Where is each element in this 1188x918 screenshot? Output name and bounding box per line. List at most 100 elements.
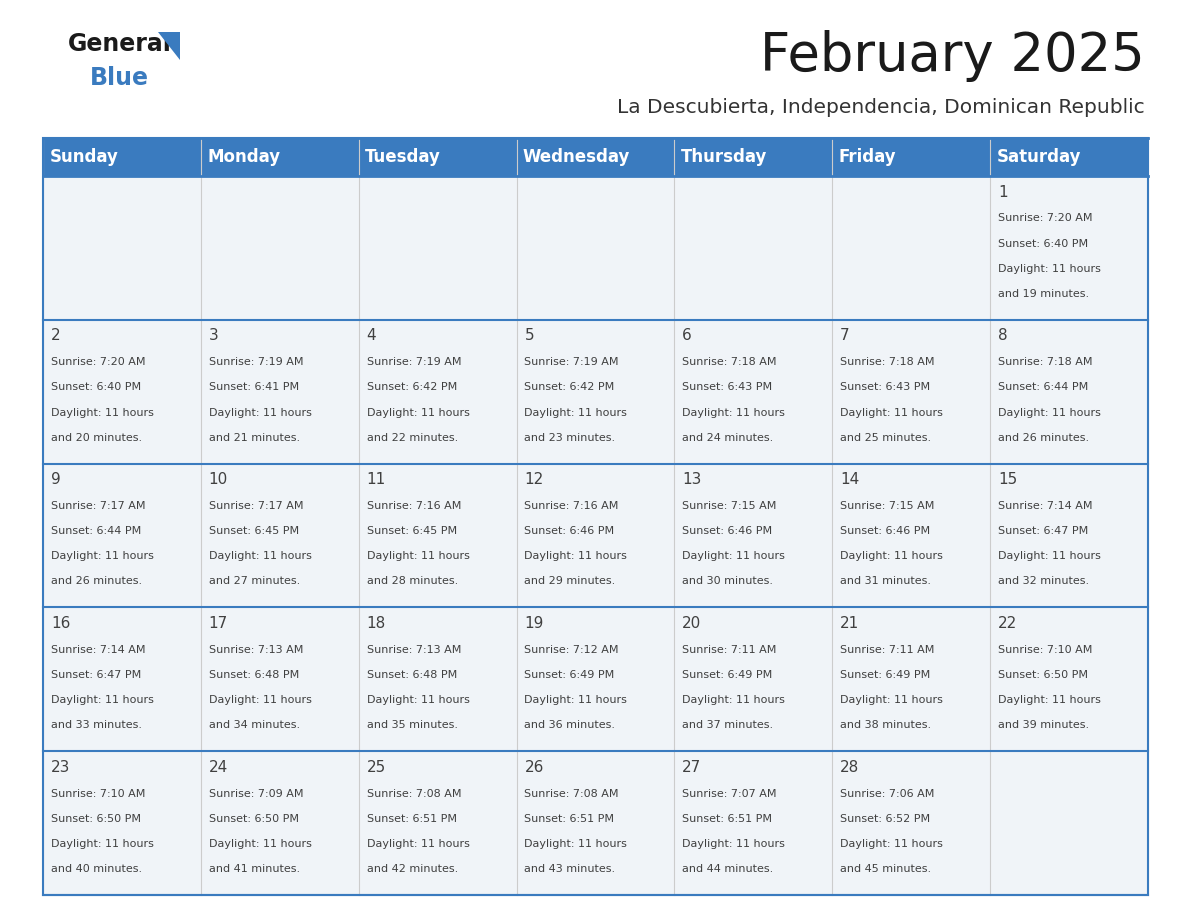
- Text: Daylight: 11 hours: Daylight: 11 hours: [367, 695, 469, 705]
- Text: Sunrise: 7:09 AM: Sunrise: 7:09 AM: [209, 789, 303, 799]
- Bar: [43, 319, 201, 464]
- Text: Sunrise: 7:17 AM: Sunrise: 7:17 AM: [209, 501, 303, 511]
- Text: and 26 minutes.: and 26 minutes.: [51, 577, 143, 587]
- Text: Sunset: 6:50 PM: Sunset: 6:50 PM: [998, 670, 1088, 680]
- Bar: [517, 464, 675, 608]
- Bar: [517, 751, 675, 895]
- Text: Sunset: 6:47 PM: Sunset: 6:47 PM: [998, 526, 1088, 536]
- Text: Sunset: 6:48 PM: Sunset: 6:48 PM: [367, 670, 457, 680]
- Text: and 24 minutes.: and 24 minutes.: [682, 432, 773, 442]
- Text: Daylight: 11 hours: Daylight: 11 hours: [682, 695, 785, 705]
- Text: 16: 16: [51, 616, 70, 631]
- Text: 5: 5: [524, 329, 535, 343]
- Text: Sunrise: 7:16 AM: Sunrise: 7:16 AM: [367, 501, 461, 511]
- Text: 8: 8: [998, 329, 1007, 343]
- Bar: [675, 176, 833, 319]
- Text: 11: 11: [367, 472, 386, 487]
- Bar: [359, 319, 517, 464]
- Bar: [675, 319, 833, 464]
- Text: 10: 10: [209, 472, 228, 487]
- Bar: [833, 176, 990, 319]
- Text: and 26 minutes.: and 26 minutes.: [998, 432, 1089, 442]
- Text: Daylight: 11 hours: Daylight: 11 hours: [209, 695, 311, 705]
- Text: 14: 14: [840, 472, 859, 487]
- Text: Sunset: 6:49 PM: Sunset: 6:49 PM: [840, 670, 930, 680]
- Text: Sunrise: 7:13 AM: Sunrise: 7:13 AM: [367, 644, 461, 655]
- Text: Sunrise: 7:12 AM: Sunrise: 7:12 AM: [524, 644, 619, 655]
- Text: Sunrise: 7:13 AM: Sunrise: 7:13 AM: [209, 644, 303, 655]
- Text: Sunset: 6:42 PM: Sunset: 6:42 PM: [367, 383, 457, 392]
- Text: 12: 12: [524, 472, 544, 487]
- Text: and 30 minutes.: and 30 minutes.: [682, 577, 773, 587]
- Text: 17: 17: [209, 616, 228, 631]
- Text: and 45 minutes.: and 45 minutes.: [840, 864, 931, 874]
- Text: Sunset: 6:51 PM: Sunset: 6:51 PM: [367, 813, 456, 823]
- Text: Daylight: 11 hours: Daylight: 11 hours: [998, 695, 1101, 705]
- Text: Daylight: 11 hours: Daylight: 11 hours: [998, 263, 1101, 274]
- Text: Sunrise: 7:19 AM: Sunrise: 7:19 AM: [209, 357, 303, 367]
- Bar: [990, 319, 1148, 464]
- Text: Daylight: 11 hours: Daylight: 11 hours: [998, 408, 1101, 418]
- Text: Sunrise: 7:18 AM: Sunrise: 7:18 AM: [840, 357, 935, 367]
- Text: Daylight: 11 hours: Daylight: 11 hours: [51, 839, 153, 849]
- Text: Daylight: 11 hours: Daylight: 11 hours: [524, 839, 627, 849]
- Bar: [201, 464, 359, 608]
- Text: 4: 4: [367, 329, 377, 343]
- Text: 7: 7: [840, 329, 849, 343]
- Bar: [43, 464, 201, 608]
- Text: and 23 minutes.: and 23 minutes.: [524, 432, 615, 442]
- Bar: [359, 608, 517, 751]
- Text: Sunset: 6:42 PM: Sunset: 6:42 PM: [524, 383, 614, 392]
- Text: Sunset: 6:41 PM: Sunset: 6:41 PM: [209, 383, 299, 392]
- Bar: [43, 176, 201, 319]
- Text: Sunset: 6:40 PM: Sunset: 6:40 PM: [51, 383, 141, 392]
- Text: Daylight: 11 hours: Daylight: 11 hours: [524, 695, 627, 705]
- Text: Sunset: 6:49 PM: Sunset: 6:49 PM: [524, 670, 614, 680]
- Text: Daylight: 11 hours: Daylight: 11 hours: [840, 408, 943, 418]
- Bar: [201, 751, 359, 895]
- Text: Sunrise: 7:10 AM: Sunrise: 7:10 AM: [998, 644, 1093, 655]
- Text: 20: 20: [682, 616, 702, 631]
- Text: Daylight: 11 hours: Daylight: 11 hours: [682, 408, 785, 418]
- Bar: [517, 176, 675, 319]
- Text: Sunrise: 7:15 AM: Sunrise: 7:15 AM: [682, 501, 777, 511]
- Text: and 39 minutes.: and 39 minutes.: [998, 721, 1089, 731]
- Text: and 20 minutes.: and 20 minutes.: [51, 432, 143, 442]
- Text: 21: 21: [840, 616, 859, 631]
- Text: and 41 minutes.: and 41 minutes.: [209, 864, 299, 874]
- Text: Daylight: 11 hours: Daylight: 11 hours: [682, 839, 785, 849]
- Text: and 27 minutes.: and 27 minutes.: [209, 577, 301, 587]
- Bar: [990, 751, 1148, 895]
- Text: Sunrise: 7:07 AM: Sunrise: 7:07 AM: [682, 789, 777, 799]
- Text: Tuesday: Tuesday: [365, 148, 441, 166]
- Text: February 2025: February 2025: [760, 30, 1145, 82]
- Text: Sunset: 6:45 PM: Sunset: 6:45 PM: [367, 526, 456, 536]
- Text: 15: 15: [998, 472, 1017, 487]
- Text: and 32 minutes.: and 32 minutes.: [998, 577, 1089, 587]
- Bar: [43, 608, 201, 751]
- Text: Sunset: 6:44 PM: Sunset: 6:44 PM: [998, 383, 1088, 392]
- Text: 23: 23: [51, 760, 70, 775]
- Text: Sunrise: 7:14 AM: Sunrise: 7:14 AM: [998, 501, 1093, 511]
- Text: Sunrise: 7:06 AM: Sunrise: 7:06 AM: [840, 789, 935, 799]
- Text: Sunset: 6:44 PM: Sunset: 6:44 PM: [51, 526, 141, 536]
- Text: Sunrise: 7:18 AM: Sunrise: 7:18 AM: [682, 357, 777, 367]
- Text: Sunrise: 7:11 AM: Sunrise: 7:11 AM: [840, 644, 935, 655]
- Text: 9: 9: [51, 472, 61, 487]
- Text: Daylight: 11 hours: Daylight: 11 hours: [51, 695, 153, 705]
- Text: 18: 18: [367, 616, 386, 631]
- Bar: [201, 176, 359, 319]
- Text: and 28 minutes.: and 28 minutes.: [367, 577, 457, 587]
- Text: Sunrise: 7:20 AM: Sunrise: 7:20 AM: [51, 357, 145, 367]
- Text: and 29 minutes.: and 29 minutes.: [524, 577, 615, 587]
- Bar: [201, 608, 359, 751]
- Text: Sunrise: 7:14 AM: Sunrise: 7:14 AM: [51, 644, 145, 655]
- Bar: [833, 319, 990, 464]
- Text: Sunrise: 7:18 AM: Sunrise: 7:18 AM: [998, 357, 1093, 367]
- Text: and 36 minutes.: and 36 minutes.: [524, 721, 615, 731]
- Bar: [517, 608, 675, 751]
- Bar: [990, 464, 1148, 608]
- Text: Sunrise: 7:15 AM: Sunrise: 7:15 AM: [840, 501, 935, 511]
- Text: Daylight: 11 hours: Daylight: 11 hours: [840, 839, 943, 849]
- Text: Daylight: 11 hours: Daylight: 11 hours: [840, 695, 943, 705]
